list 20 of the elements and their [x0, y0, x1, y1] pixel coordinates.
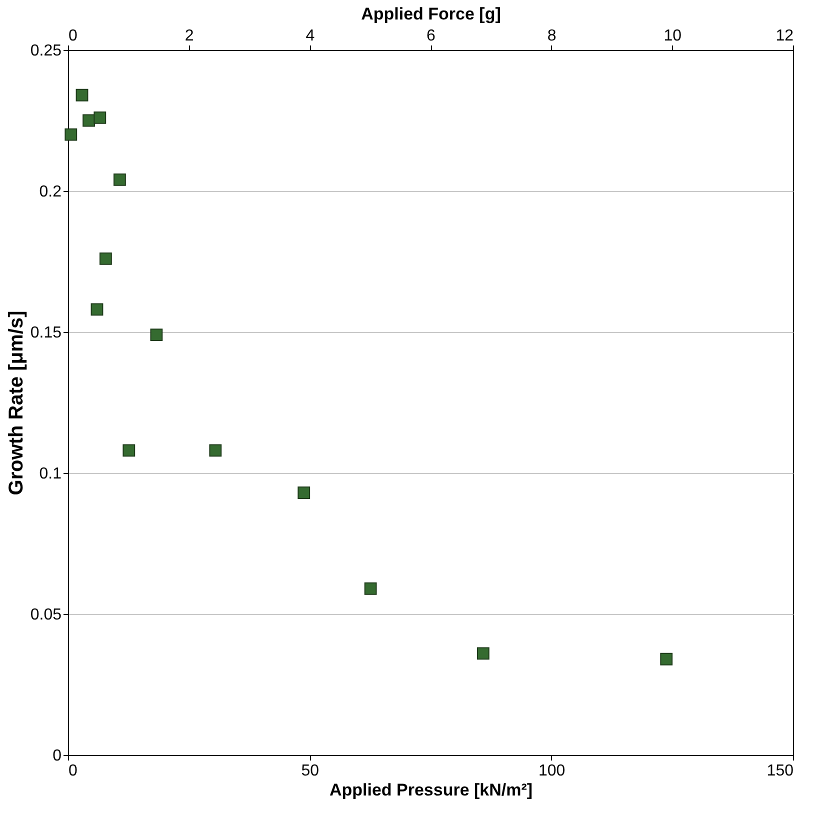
y-tick-label: 0.05	[30, 606, 62, 624]
x2-tick-label: 4	[306, 28, 315, 44]
x2-tick-label: 0	[68, 28, 78, 44]
x-axis-title: Applied Pressure [kN/m²]	[329, 780, 533, 800]
y-tick-label: 0.15	[30, 324, 62, 342]
x2-tick-label: 8	[547, 28, 556, 44]
x-tick-label: 50	[301, 762, 320, 780]
y-tick-label: 0.2	[39, 184, 62, 200]
x2-tick-label: 6	[426, 28, 436, 44]
y-tick-label: 0	[52, 748, 62, 764]
x-tick-label: 100	[538, 762, 566, 780]
x2-tick-label: 2	[184, 28, 194, 44]
y-tick-label: 0.25	[30, 42, 62, 60]
x2-axis-title: Applied Force [g]	[361, 4, 501, 24]
y-tick-label: 0.1	[39, 466, 62, 482]
x2-tick-label: 10	[664, 28, 682, 44]
x-tick-label: 150	[766, 762, 794, 780]
x-tick-label: 0	[68, 762, 78, 780]
y-axis-title: Growth Rate [μm/s]	[5, 310, 28, 496]
x2-tick-label: 12	[776, 28, 794, 44]
